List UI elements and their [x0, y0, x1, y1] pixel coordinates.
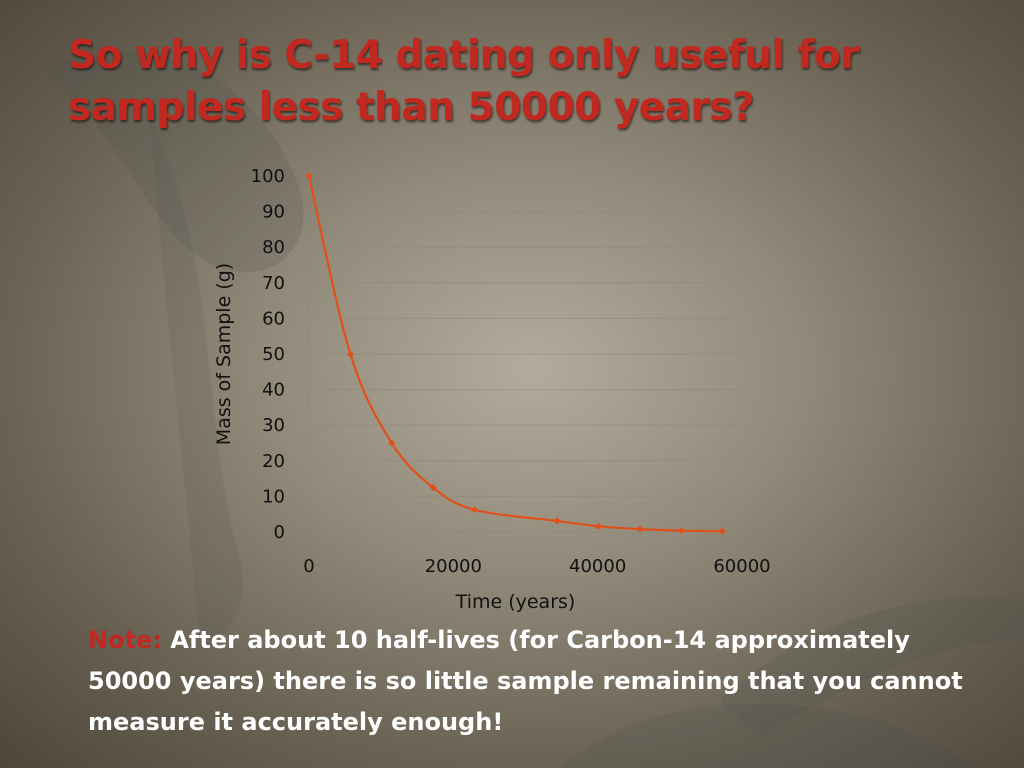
y-tick-label: 70 [262, 273, 285, 294]
data-point [636, 525, 644, 533]
y-tick-label: 90 [262, 202, 285, 223]
data-point [388, 439, 396, 447]
y-tick-label: 60 [262, 308, 285, 329]
y-tick-label: 100 [251, 166, 285, 187]
data-point [719, 527, 727, 535]
data-point [594, 522, 602, 530]
y-tick-label: 50 [262, 344, 285, 365]
y-tick-label: 40 [262, 380, 285, 401]
note-label: Note: [88, 626, 162, 654]
y-axis-label: Mass of Sample (g) [213, 263, 235, 445]
x-axis-ticks: 0 20000 40000 60000 [303, 556, 770, 577]
y-tick-label: 20 [262, 451, 285, 472]
data-point [553, 517, 561, 525]
x-tick-label: 40000 [569, 556, 626, 577]
x-tick-label: 60000 [713, 556, 770, 577]
data-point [429, 484, 437, 491]
data-point [470, 506, 478, 514]
slide-title: So why is C-14 dating only useful for sa… [68, 33, 860, 130]
data-point [677, 527, 685, 535]
y-axis-ticks: 0 10 20 30 40 50 60 70 80 90 100 [251, 166, 285, 543]
y-tick-label: 80 [262, 237, 285, 258]
y-tick-label: 10 [262, 486, 285, 507]
x-tick-label: 0 [303, 556, 314, 577]
x-axis-label: Time (years) [455, 591, 576, 613]
data-point [305, 172, 313, 180]
y-tick-label: 30 [262, 415, 285, 436]
data-point [346, 350, 354, 358]
chart-gridlines [308, 175, 742, 533]
y-tick-label: 0 [274, 522, 285, 543]
data-points [305, 172, 727, 535]
note-text: After about 10 half-lives (for Carbon-14… [88, 626, 963, 736]
note-paragraph: Note: After about 10 half-lives (for Car… [88, 620, 988, 743]
x-tick-label: 20000 [425, 556, 482, 577]
